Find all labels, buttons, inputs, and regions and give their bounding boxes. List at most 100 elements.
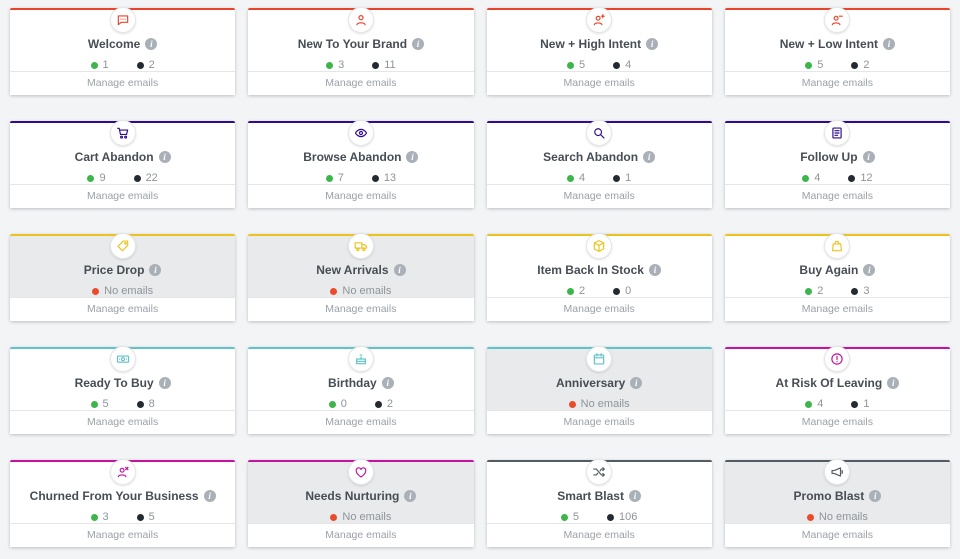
info-icon[interactable]: i — [158, 377, 171, 389]
info-icon[interactable]: i — [628, 490, 641, 502]
manage-emails-link[interactable]: Manage emails — [724, 523, 950, 547]
active-dot-icon — [90, 513, 98, 521]
card-body: Churned From Your Business i 3 5 — [10, 462, 235, 523]
campaign-card: Item Back In Stock i 2 0 Manage emails — [486, 233, 712, 321]
info-icon[interactable]: i — [404, 490, 417, 502]
manage-emails-link[interactable]: Manage emails — [248, 410, 474, 434]
card-body: Ready To Buy i 5 8 — [10, 349, 235, 410]
info-icon[interactable]: i — [869, 490, 882, 502]
inactive-count-value: 4 — [625, 59, 632, 71]
active-count: 0 — [328, 398, 347, 410]
tag-icon — [109, 233, 136, 259]
manage-emails-link[interactable]: Manage emails — [724, 71, 950, 95]
card-body: Birthday i 0 2 — [248, 349, 473, 410]
info-icon[interactable]: i — [406, 151, 419, 163]
inactive-count-value: 3 — [863, 285, 870, 297]
manage-emails-link[interactable]: Manage emails — [486, 71, 712, 95]
info-icon[interactable]: i — [883, 38, 896, 50]
info-icon[interactable]: i — [646, 38, 659, 50]
card-title: Follow Up — [800, 150, 858, 164]
info-icon[interactable]: i — [412, 38, 425, 50]
manage-emails-link[interactable]: Manage emails — [248, 523, 474, 547]
inactive-count-value: 8 — [148, 398, 155, 410]
manage-emails-link[interactable]: Manage emails — [724, 410, 950, 434]
info-icon[interactable]: i — [381, 377, 394, 389]
manage-emails-link[interactable]: Manage emails — [248, 71, 474, 95]
no-emails-dot-icon — [92, 287, 100, 295]
email-counts: 2 0 — [487, 285, 712, 297]
card-title: Anniversary — [555, 376, 626, 390]
manage-emails-link[interactable]: Manage emails — [10, 523, 236, 547]
active-dot-icon — [560, 513, 568, 521]
card-body: Search Abandon i 4 1 — [487, 123, 712, 184]
cart-icon — [109, 120, 136, 146]
card-body: At Risk Of Leaving i 4 1 — [725, 349, 950, 410]
active-dot-icon — [90, 400, 98, 408]
card-title: New + Low Intent — [779, 37, 879, 51]
active-dot-icon — [567, 287, 574, 295]
manage-emails-link[interactable]: Manage emails — [724, 184, 950, 208]
info-icon[interactable]: i — [149, 264, 162, 276]
manage-emails-link[interactable]: Manage emails — [724, 297, 950, 321]
shuffle-icon — [586, 459, 613, 485]
info-icon[interactable]: i — [145, 38, 158, 50]
info-icon[interactable]: i — [648, 264, 661, 276]
campaign-card: Promo Blast i No emails Manage emails — [724, 459, 950, 547]
active-count: 4 — [805, 398, 823, 410]
heart-icon — [347, 459, 374, 485]
manage-emails-link[interactable]: Manage emails — [486, 410, 712, 434]
manage-emails-link[interactable]: Manage emails — [248, 184, 474, 208]
inactive-dot-icon — [371, 174, 379, 182]
calendar-icon — [586, 346, 613, 372]
document-icon — [824, 120, 851, 146]
manage-emails-link[interactable]: Manage emails — [10, 297, 236, 321]
info-icon[interactable]: i — [863, 264, 876, 276]
info-icon[interactable]: i — [887, 377, 900, 389]
info-icon[interactable]: i — [203, 490, 216, 502]
active-count-value: 4 — [814, 172, 821, 184]
card-title-row: New + Low Intent i — [725, 37, 950, 51]
manage-emails-link[interactable]: Manage emails — [10, 410, 236, 434]
manage-emails-link[interactable]: Manage emails — [10, 71, 236, 95]
chat-icon — [109, 7, 136, 33]
info-icon[interactable]: i — [862, 151, 875, 163]
manage-emails-link[interactable]: Manage emails — [248, 297, 474, 321]
card-title-row: Promo Blast i — [725, 489, 950, 503]
user-x-icon — [109, 459, 136, 485]
inactive-count: 0 — [613, 285, 631, 297]
active-dot-icon — [805, 287, 813, 295]
inactive-dot-icon — [372, 61, 380, 69]
active-dot-icon — [90, 61, 98, 69]
card-title: New + High Intent — [540, 37, 642, 51]
info-icon[interactable]: i — [630, 377, 643, 389]
campaign-card: Welcome i 1 2 Manage emails — [10, 7, 236, 95]
box-icon — [586, 233, 613, 259]
megaphone-icon — [824, 459, 851, 485]
info-icon[interactable]: i — [158, 151, 171, 163]
no-emails-label: No emails — [104, 285, 154, 297]
active-count: 4 — [802, 172, 820, 184]
inactive-count-value: 106 — [619, 511, 638, 523]
manage-emails-link[interactable]: Manage emails — [486, 297, 712, 321]
inactive-dot-icon — [133, 174, 141, 182]
manage-emails-link[interactable]: Manage emails — [486, 523, 712, 547]
info-icon[interactable]: i — [643, 151, 656, 163]
email-counts: 5 106 — [487, 511, 712, 523]
inactive-count: 11 — [372, 59, 396, 71]
active-count: 4 — [567, 172, 585, 184]
card-title: Needs Nurturing — [305, 489, 400, 503]
manage-emails-link[interactable]: Manage emails — [486, 184, 712, 208]
card-title: Birthday — [328, 376, 377, 390]
info-icon[interactable]: i — [393, 264, 406, 276]
inactive-count: 12 — [848, 172, 873, 184]
card-title: Search Abandon — [543, 150, 639, 164]
card-title: Browse Abandon — [303, 150, 402, 164]
card-body: Buy Again i 2 3 — [725, 236, 950, 297]
manage-emails-link[interactable]: Manage emails — [10, 184, 236, 208]
inactive-count-value: 1 — [625, 172, 632, 184]
inactive-dot-icon — [851, 400, 859, 408]
inactive-count-value: 22 — [145, 172, 158, 184]
no-emails-label: No emails — [818, 511, 868, 523]
card-title-row: Needs Nurturing i — [248, 489, 473, 503]
card-body: Item Back In Stock i 2 0 — [487, 236, 712, 297]
